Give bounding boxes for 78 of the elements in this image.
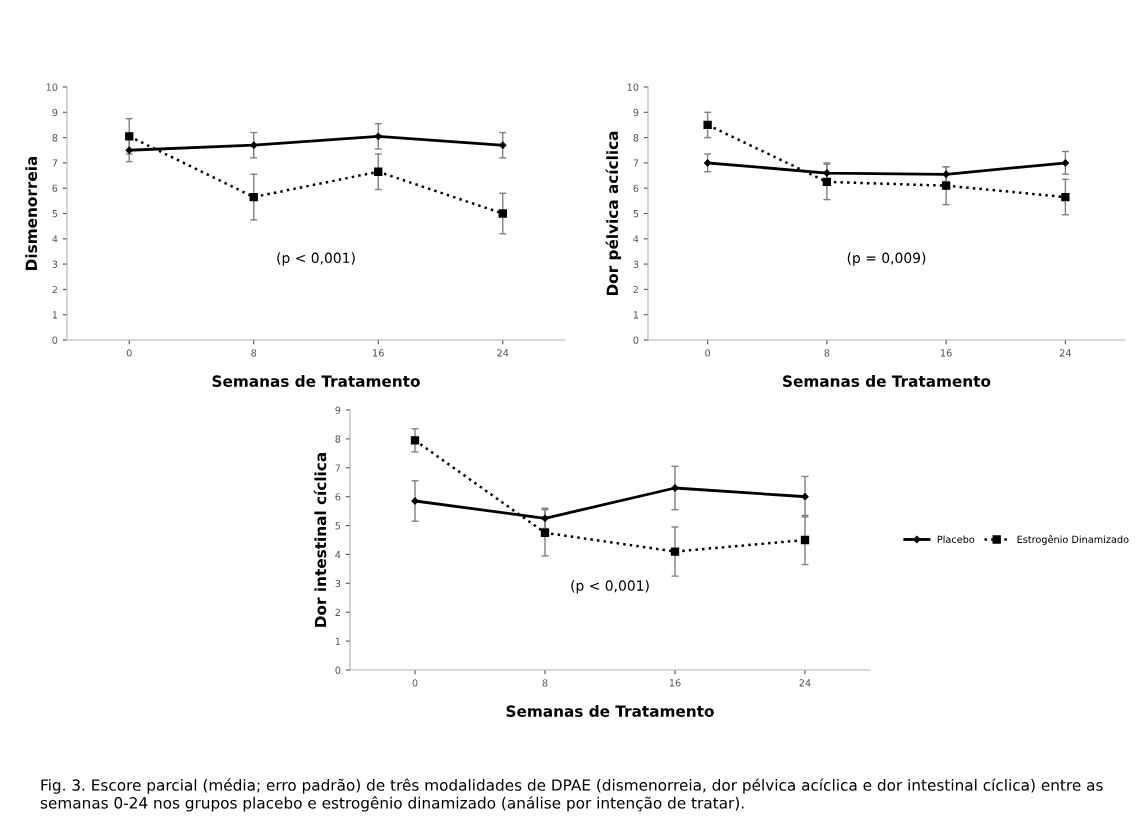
x-tick-label: 8 bbox=[251, 349, 257, 357]
y-tick-label: 9 bbox=[335, 406, 341, 414]
x-tick-label: 16 bbox=[941, 349, 952, 357]
x-tick-label: 24 bbox=[1059, 349, 1072, 357]
y-tick-label: 6 bbox=[633, 184, 639, 193]
point bbox=[670, 547, 680, 556]
point bbox=[125, 146, 133, 154]
x-tick-label: 16 bbox=[373, 349, 384, 357]
point bbox=[703, 159, 712, 167]
point bbox=[249, 192, 258, 202]
y-tick-label: 1 bbox=[335, 637, 341, 645]
point bbox=[410, 436, 420, 445]
y-tick-label: 0 bbox=[335, 666, 341, 674]
x-axis-title: Semanas de Tratamento bbox=[212, 375, 420, 387]
point bbox=[941, 181, 951, 190]
y-tick-label: 7 bbox=[52, 159, 58, 167]
y-tick-label: 1 bbox=[633, 311, 639, 319]
legend-label: Placebo bbox=[937, 535, 975, 544]
point bbox=[498, 209, 507, 218]
y-tick-label: 4 bbox=[335, 551, 341, 559]
y-tick-label: 6 bbox=[335, 493, 341, 501]
x-tick-label: 8 bbox=[824, 349, 830, 357]
y-tick-label: 3 bbox=[52, 260, 58, 268]
point bbox=[499, 141, 507, 149]
point bbox=[942, 170, 950, 178]
x-tick-label: 0 bbox=[705, 349, 711, 357]
y-tick-label: 5 bbox=[633, 210, 639, 218]
y-tick-label: 8 bbox=[335, 435, 341, 443]
y-tick-label: 9 bbox=[633, 108, 639, 117]
x-tick-label: 8 bbox=[542, 679, 548, 687]
y-tick-label: 7 bbox=[335, 464, 341, 472]
y-tick-label: 4 bbox=[52, 235, 58, 243]
y-tick-label: 2 bbox=[335, 608, 340, 616]
y-tick-label: 3 bbox=[335, 579, 341, 588]
y-tick-label: 10 bbox=[627, 83, 639, 91]
caption: Fig. 3. Escore parcial (média; erro padrão) de três modalidades de DPAE (dismenorreia, dor pélvica acíclica e dor intestinal cíclica) entre as semanas 0-24 nos grupos placebo e estrogênio dinamizado (análise por intenção de tratar). bbox=[40, 778, 1103, 812]
y-tick-label: 8 bbox=[52, 134, 58, 142]
y-tick-label: 10 bbox=[46, 83, 58, 91]
annotation: (p = 0,009) bbox=[847, 252, 926, 266]
point bbox=[1061, 159, 1070, 167]
x-axis-title: Semanas de Tratamento bbox=[783, 375, 991, 387]
point bbox=[540, 528, 550, 537]
point bbox=[823, 169, 831, 177]
y-tick-label: 7 bbox=[633, 159, 639, 167]
y-axis-title: Dismenorreia bbox=[25, 156, 38, 270]
x-axis-title: Semanas de Tratamento bbox=[506, 705, 714, 717]
point bbox=[125, 132, 134, 141]
y-tick-label: 5 bbox=[335, 522, 341, 530]
y-tick-label: 6 bbox=[52, 184, 58, 193]
x-tick-label: 24 bbox=[799, 679, 811, 687]
y-tick-label: 5 bbox=[52, 210, 58, 218]
point bbox=[541, 514, 549, 522]
y-tick-label: 0 bbox=[633, 336, 639, 344]
y-axis-title: Dor pélvica acíclica bbox=[605, 131, 622, 296]
y-tick-label: 8 bbox=[633, 134, 639, 142]
point bbox=[1061, 192, 1070, 202]
point bbox=[374, 132, 382, 140]
x-tick-label: 16 bbox=[669, 679, 681, 687]
annotation: (p < 0,001) bbox=[277, 252, 355, 266]
y-tick-label: 9 bbox=[52, 108, 58, 117]
x-tick-label: 24 bbox=[497, 349, 509, 357]
legend-label: Estrogênio Dinamizado bbox=[1017, 535, 1129, 545]
y-tick-label: 2 bbox=[633, 285, 638, 294]
point bbox=[250, 141, 258, 149]
y-tick-label: 1 bbox=[52, 311, 58, 319]
point bbox=[703, 120, 712, 130]
y-tick-label: 2 bbox=[52, 285, 57, 294]
point bbox=[800, 535, 810, 545]
point bbox=[374, 167, 383, 176]
annotation: (p < 0,001) bbox=[571, 580, 649, 594]
y-tick-label: 3 bbox=[633, 260, 639, 268]
x-tick-label: 0 bbox=[126, 349, 132, 357]
y-axis-title: Dor intestinal cíclica bbox=[313, 453, 327, 627]
y-tick-label: 0 bbox=[52, 336, 58, 344]
point bbox=[801, 493, 809, 501]
x-tick-label: 0 bbox=[412, 679, 418, 687]
point bbox=[822, 177, 832, 187]
y-tick-label: 4 bbox=[633, 235, 639, 243]
